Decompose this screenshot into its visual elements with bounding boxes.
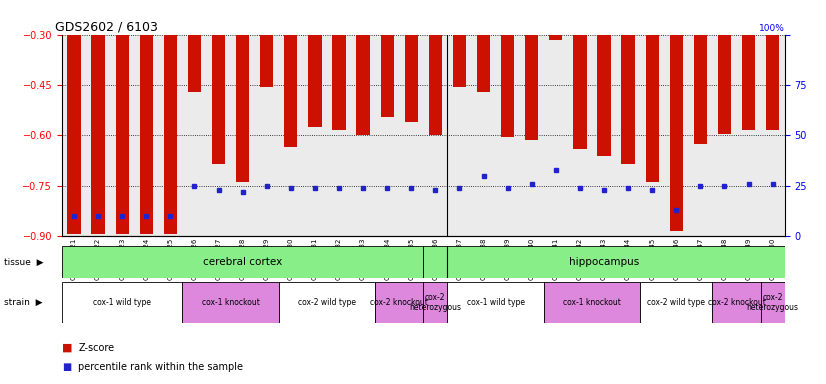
Bar: [140, 35, 153, 235]
Text: cox-2 knockout: cox-2 knockout: [708, 298, 766, 307]
Bar: [477, 35, 490, 92]
Text: cox-2 knockout: cox-2 knockout: [370, 298, 428, 307]
Bar: [357, 35, 370, 136]
Text: percentile rank within the sample: percentile rank within the sample: [78, 362, 244, 372]
Bar: [62, 282, 183, 323]
Bar: [694, 35, 707, 144]
Bar: [68, 35, 81, 235]
Text: Z-score: Z-score: [78, 343, 115, 353]
Bar: [423, 282, 448, 323]
Bar: [164, 35, 177, 235]
Bar: [375, 282, 423, 323]
Bar: [188, 35, 201, 92]
Bar: [429, 35, 442, 136]
Text: ■: ■: [62, 343, 73, 353]
Bar: [183, 282, 278, 323]
Bar: [597, 35, 610, 156]
Bar: [236, 35, 249, 182]
Bar: [549, 35, 563, 40]
Bar: [766, 35, 779, 130]
Bar: [332, 35, 345, 130]
Bar: [212, 35, 225, 164]
Bar: [761, 282, 785, 323]
Text: cox-1 wild type: cox-1 wild type: [93, 298, 151, 307]
Text: cox-1 knockout: cox-1 knockout: [563, 298, 621, 307]
Bar: [646, 35, 659, 182]
Bar: [92, 35, 105, 235]
Bar: [712, 282, 761, 323]
Bar: [453, 35, 466, 87]
Bar: [260, 35, 273, 87]
Text: tissue  ▶: tissue ▶: [4, 258, 44, 267]
Bar: [501, 35, 515, 137]
Text: 100%: 100%: [759, 23, 785, 33]
Text: cox-2 wild type: cox-2 wild type: [298, 298, 356, 307]
Text: GDS2602 / 6103: GDS2602 / 6103: [55, 20, 158, 33]
Text: cox-2
heterozygous: cox-2 heterozygous: [747, 293, 799, 312]
Bar: [621, 35, 634, 164]
Bar: [278, 282, 375, 323]
Bar: [284, 35, 297, 147]
Text: cox-1 wild type: cox-1 wild type: [467, 298, 525, 307]
Bar: [718, 35, 731, 134]
Bar: [62, 246, 423, 278]
Bar: [670, 35, 683, 231]
Bar: [423, 246, 785, 278]
Text: strain  ▶: strain ▶: [4, 298, 43, 307]
Bar: [544, 282, 640, 323]
Text: hippocampus: hippocampus: [569, 257, 639, 267]
Bar: [448, 282, 544, 323]
Bar: [573, 35, 586, 149]
Bar: [116, 35, 129, 235]
Bar: [640, 282, 712, 323]
Text: cox-2 wild type: cox-2 wild type: [648, 298, 705, 307]
Bar: [308, 35, 321, 127]
Bar: [525, 35, 539, 141]
Bar: [405, 35, 418, 122]
Text: cox-1 knockout: cox-1 knockout: [202, 298, 259, 307]
Text: cox-2
heterozygous: cox-2 heterozygous: [410, 293, 462, 312]
Bar: [742, 35, 755, 130]
Text: cerebral cortex: cerebral cortex: [203, 257, 282, 267]
Bar: [381, 35, 394, 117]
Text: ■: ■: [62, 362, 71, 372]
